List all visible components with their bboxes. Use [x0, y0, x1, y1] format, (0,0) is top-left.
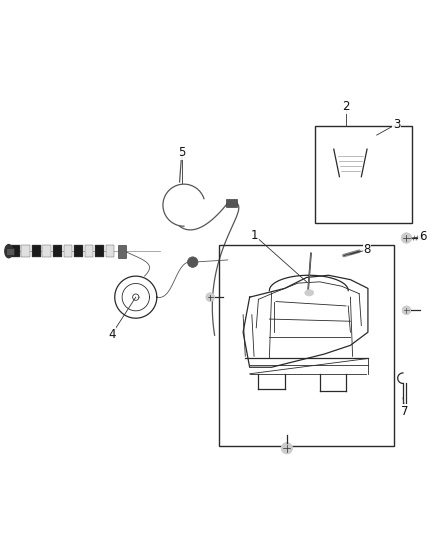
Text: 5: 5 — [178, 146, 185, 159]
Text: 7: 7 — [401, 405, 409, 417]
Text: 4: 4 — [108, 328, 116, 341]
Polygon shape — [21, 246, 30, 257]
Text: 1: 1 — [251, 229, 259, 243]
Text: 8: 8 — [364, 244, 371, 256]
Circle shape — [401, 233, 412, 243]
Polygon shape — [32, 246, 41, 257]
Ellipse shape — [5, 245, 13, 258]
Text: 6: 6 — [419, 230, 427, 243]
Circle shape — [402, 306, 411, 314]
Polygon shape — [226, 199, 237, 207]
Polygon shape — [118, 245, 126, 258]
Polygon shape — [53, 246, 62, 257]
Polygon shape — [74, 246, 83, 257]
Bar — [315, 126, 412, 223]
Polygon shape — [42, 246, 51, 257]
Bar — [219, 245, 394, 446]
Ellipse shape — [305, 290, 314, 296]
Polygon shape — [64, 246, 72, 257]
Polygon shape — [106, 246, 114, 257]
Polygon shape — [6, 248, 14, 255]
Circle shape — [206, 293, 215, 302]
Polygon shape — [85, 246, 93, 257]
Text: 2: 2 — [342, 100, 350, 113]
Text: 3: 3 — [393, 118, 400, 131]
Polygon shape — [11, 246, 20, 257]
Polygon shape — [95, 246, 104, 257]
Circle shape — [281, 442, 293, 454]
Circle shape — [187, 257, 198, 268]
